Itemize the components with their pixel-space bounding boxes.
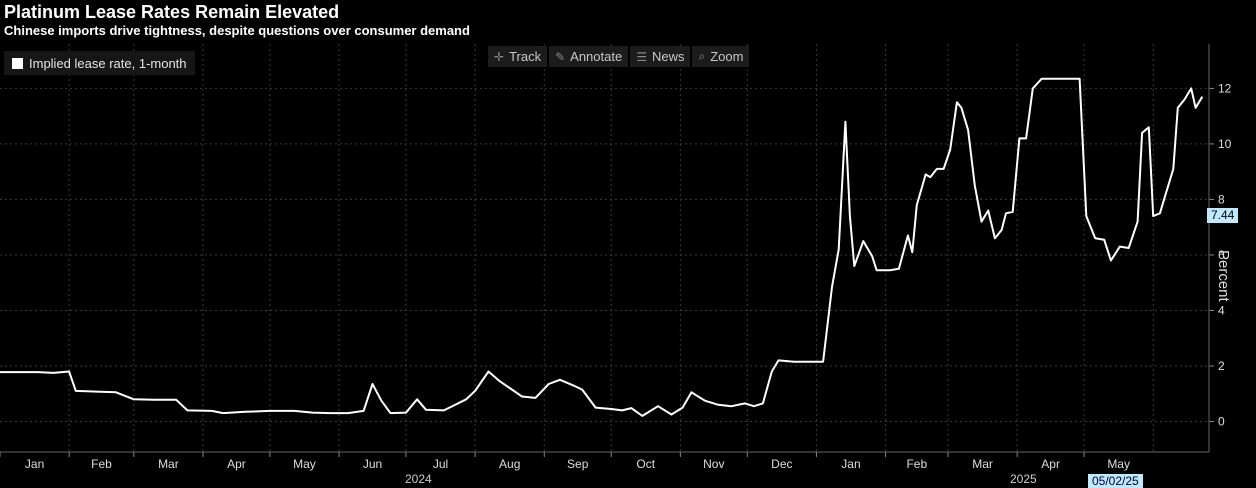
y-tick-label: 8 (1218, 192, 1225, 206)
y-tick-label: 6 (1218, 248, 1225, 262)
zoom-label: Zoom (710, 49, 744, 64)
track-button[interactable]: ✛ Track (488, 46, 548, 67)
x-tick-label: Mar (158, 457, 179, 471)
series-layer (0, 77, 1204, 417)
news-icon: ☰ (636, 49, 647, 64)
chart-toolbar: ✛ Track ✎ Annotate ☰ News ⌕ Zoom (488, 46, 750, 67)
x-tick-label: May (293, 457, 316, 471)
year-label-2024: 2024 (405, 472, 432, 486)
year-label-2025: 2025 (1010, 472, 1037, 486)
cursor-date-badge: 05/02/25 (1088, 474, 1143, 488)
x-tick-label: Sep (567, 457, 589, 471)
y-tick-label: 4 (1218, 303, 1225, 317)
legend-label: Implied lease rate, 1-month (29, 55, 187, 71)
pencil-icon: ✎ (555, 49, 566, 64)
vertical-gridlines (68, 44, 1154, 452)
annotate-button[interactable]: ✎ Annotate (549, 46, 629, 67)
track-label: Track (509, 49, 542, 64)
x-tick-label: May (1107, 457, 1130, 471)
y-tick-label: 2 (1218, 359, 1225, 373)
y-axis-ticks: 0 2 4 6 8 10 12 (0, 44, 1232, 453)
last-value-badge: 7.44 (1207, 208, 1239, 223)
zoom-button[interactable]: ⌕ Zoom (692, 46, 750, 67)
legend[interactable]: Implied lease rate, 1-month (4, 51, 195, 75)
crosshair-icon: ✛ (494, 49, 505, 64)
x-tick-label: Nov (703, 457, 724, 471)
x-tick-label: Feb (91, 457, 112, 471)
x-tick-label: Feb (906, 457, 927, 471)
y-tick-label: 10 (1218, 137, 1232, 151)
x-tick-label: Mar (972, 457, 993, 471)
horizontal-gridlines (0, 87, 1209, 422)
x-tick-label: Oct (636, 457, 655, 471)
series-line-implied-lease-rate (0, 77, 1204, 417)
y-tick-label: 0 (1218, 414, 1225, 428)
x-tick-label: Jul (433, 457, 448, 471)
annotate-label: Annotate (570, 49, 623, 64)
x-tick-label: Aug (499, 457, 520, 471)
news-label: News (651, 49, 685, 64)
x-tick-label: Apr (1041, 457, 1060, 471)
x-tick-label: Jan (25, 457, 44, 471)
legend-swatch (12, 57, 23, 69)
chart-subtitle: Chinese imports drive tightness, despite… (4, 23, 470, 38)
magnifier-icon: ⌕ (698, 49, 706, 63)
x-tick-label: Jan (841, 457, 860, 471)
x-axis-ticks: Jan Feb Mar Apr May Jun Jul Aug Sep Oct Nov Dec Jan F… (0, 452, 1130, 471)
x-tick-label: Dec (771, 457, 792, 471)
y-tick-label: 12 (1218, 81, 1232, 95)
chart-title: Platinum Lease Rates Remain Elevated (4, 2, 340, 22)
x-tick-label: Jun (363, 457, 382, 471)
y-axis-label: Percent (1215, 250, 1232, 302)
news-button[interactable]: ☰ News (630, 46, 691, 67)
x-tick-label: Apr (227, 457, 246, 471)
